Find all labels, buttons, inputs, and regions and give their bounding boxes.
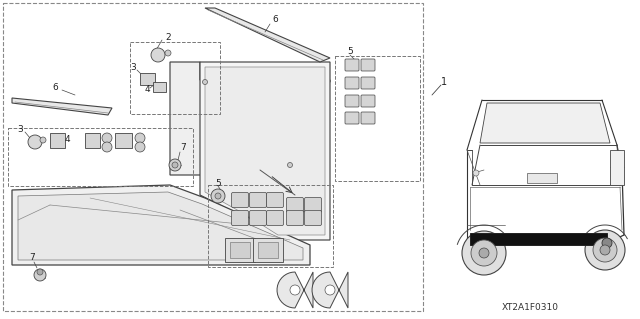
FancyBboxPatch shape bbox=[361, 77, 375, 89]
Circle shape bbox=[135, 133, 145, 143]
Text: 7: 7 bbox=[180, 144, 186, 152]
Polygon shape bbox=[258, 242, 278, 258]
Circle shape bbox=[462, 231, 506, 275]
Circle shape bbox=[102, 133, 112, 143]
FancyBboxPatch shape bbox=[345, 77, 359, 89]
FancyBboxPatch shape bbox=[361, 112, 375, 124]
Text: 3: 3 bbox=[17, 125, 23, 135]
FancyBboxPatch shape bbox=[250, 192, 266, 207]
Circle shape bbox=[172, 162, 178, 168]
FancyBboxPatch shape bbox=[266, 211, 284, 226]
Polygon shape bbox=[205, 8, 330, 62]
Circle shape bbox=[40, 137, 46, 143]
Bar bbox=[208, 185, 333, 267]
FancyBboxPatch shape bbox=[250, 211, 266, 226]
FancyBboxPatch shape bbox=[266, 192, 284, 207]
Text: 6: 6 bbox=[272, 16, 278, 25]
Text: 1: 1 bbox=[441, 77, 447, 87]
Bar bbox=[130, 42, 220, 114]
FancyBboxPatch shape bbox=[361, 59, 375, 71]
Polygon shape bbox=[140, 73, 155, 85]
Circle shape bbox=[211, 189, 225, 203]
Polygon shape bbox=[18, 192, 303, 260]
Text: 3: 3 bbox=[130, 63, 136, 72]
FancyBboxPatch shape bbox=[305, 211, 321, 226]
Polygon shape bbox=[50, 133, 65, 148]
Text: 4: 4 bbox=[144, 85, 150, 94]
Polygon shape bbox=[170, 62, 330, 175]
Circle shape bbox=[600, 245, 610, 255]
FancyBboxPatch shape bbox=[345, 112, 359, 124]
Text: 4: 4 bbox=[64, 136, 70, 145]
Circle shape bbox=[28, 135, 42, 149]
Circle shape bbox=[593, 238, 617, 262]
Bar bbox=[470, 233, 607, 245]
FancyBboxPatch shape bbox=[287, 211, 303, 226]
Circle shape bbox=[165, 50, 171, 56]
Circle shape bbox=[151, 48, 165, 62]
Circle shape bbox=[102, 142, 112, 152]
Polygon shape bbox=[205, 67, 325, 235]
FancyBboxPatch shape bbox=[287, 197, 303, 212]
FancyBboxPatch shape bbox=[361, 95, 375, 107]
Polygon shape bbox=[225, 238, 255, 262]
Circle shape bbox=[135, 142, 145, 152]
Circle shape bbox=[287, 162, 292, 167]
Polygon shape bbox=[12, 185, 310, 265]
FancyBboxPatch shape bbox=[345, 59, 359, 71]
Polygon shape bbox=[200, 62, 330, 240]
Bar bbox=[527, 173, 557, 183]
Circle shape bbox=[602, 238, 612, 248]
Polygon shape bbox=[85, 133, 100, 148]
Bar bbox=[3, 3, 423, 311]
Polygon shape bbox=[12, 98, 112, 115]
FancyBboxPatch shape bbox=[232, 192, 248, 207]
Circle shape bbox=[471, 240, 497, 266]
Circle shape bbox=[37, 269, 43, 275]
Polygon shape bbox=[230, 242, 250, 258]
Bar bbox=[610, 150, 624, 185]
Polygon shape bbox=[153, 82, 166, 92]
Circle shape bbox=[215, 193, 221, 199]
Polygon shape bbox=[253, 238, 283, 262]
Bar bbox=[335, 56, 420, 181]
Text: 2: 2 bbox=[165, 33, 171, 41]
Polygon shape bbox=[277, 272, 313, 308]
Circle shape bbox=[202, 79, 207, 85]
Circle shape bbox=[479, 248, 489, 258]
Text: 5: 5 bbox=[215, 179, 221, 188]
Polygon shape bbox=[480, 103, 610, 143]
Text: 5: 5 bbox=[347, 48, 353, 56]
Text: XT2A1F0310: XT2A1F0310 bbox=[502, 303, 559, 313]
Circle shape bbox=[169, 159, 181, 171]
Circle shape bbox=[325, 285, 335, 295]
FancyBboxPatch shape bbox=[345, 95, 359, 107]
Bar bbox=[8, 128, 193, 186]
Text: 6: 6 bbox=[52, 84, 58, 93]
Polygon shape bbox=[115, 133, 132, 148]
Circle shape bbox=[290, 285, 300, 295]
Polygon shape bbox=[312, 272, 348, 308]
Circle shape bbox=[585, 230, 625, 270]
Text: 7: 7 bbox=[29, 254, 35, 263]
FancyBboxPatch shape bbox=[305, 197, 321, 212]
FancyBboxPatch shape bbox=[232, 211, 248, 226]
Circle shape bbox=[473, 170, 479, 176]
Circle shape bbox=[34, 269, 46, 281]
